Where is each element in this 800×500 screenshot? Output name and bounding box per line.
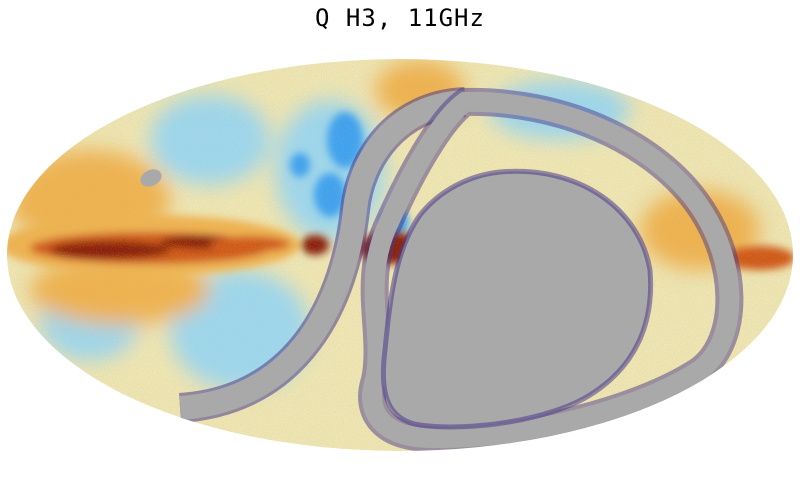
masked-region	[140, 87, 744, 451]
masked-source	[140, 169, 162, 187]
sky-map-body	[7, 59, 793, 451]
map-title: Q H3, 11GHz	[315, 4, 485, 32]
